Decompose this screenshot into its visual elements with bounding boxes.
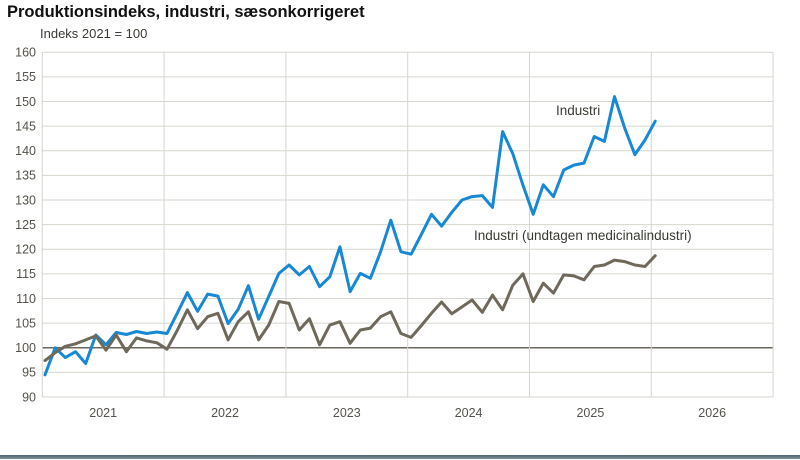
x-tick-label: 2022 xyxy=(211,406,239,420)
y-tick-label: 95 xyxy=(22,366,36,380)
y-tick-label: 145 xyxy=(15,119,36,133)
legend-label-industri: Industri xyxy=(556,103,601,118)
chart-unit-label: Indeks 2021 = 100 xyxy=(40,26,148,41)
x-tick-label: 2024 xyxy=(455,406,483,420)
y-tick-label: 125 xyxy=(15,218,36,232)
y-tick-label: 105 xyxy=(15,316,36,330)
x-tick-label: 2021 xyxy=(89,406,117,420)
industri-line xyxy=(43,95,657,377)
x-tick-label: 2023 xyxy=(333,406,361,420)
x-tick-label: 2026 xyxy=(698,406,726,420)
y-tick-label: 115 xyxy=(16,267,36,281)
footer-accent-bar xyxy=(0,455,800,459)
y-tick-label: 150 xyxy=(15,95,36,109)
legend-label-industri-ex-medicinal: Industri (undtagen medicinalindustri) xyxy=(474,228,692,243)
y-tick-label: 100 xyxy=(15,341,36,355)
industri-ex-medicinal-line xyxy=(43,254,657,363)
y-tick-label: 130 xyxy=(15,193,36,207)
y-tick-label: 90 xyxy=(22,390,36,404)
y-tick-label: 110 xyxy=(16,292,36,306)
y-tick-label: 120 xyxy=(15,243,36,257)
x-tick-label: 2025 xyxy=(576,406,604,420)
y-tick-label: 135 xyxy=(15,169,36,183)
chart-title: Produktionsindeks, industri, sæsonkorrig… xyxy=(7,3,365,21)
y-tick-label: 160 xyxy=(15,46,36,60)
y-tick-label: 140 xyxy=(15,144,36,158)
y-tick-label: 155 xyxy=(15,70,36,84)
